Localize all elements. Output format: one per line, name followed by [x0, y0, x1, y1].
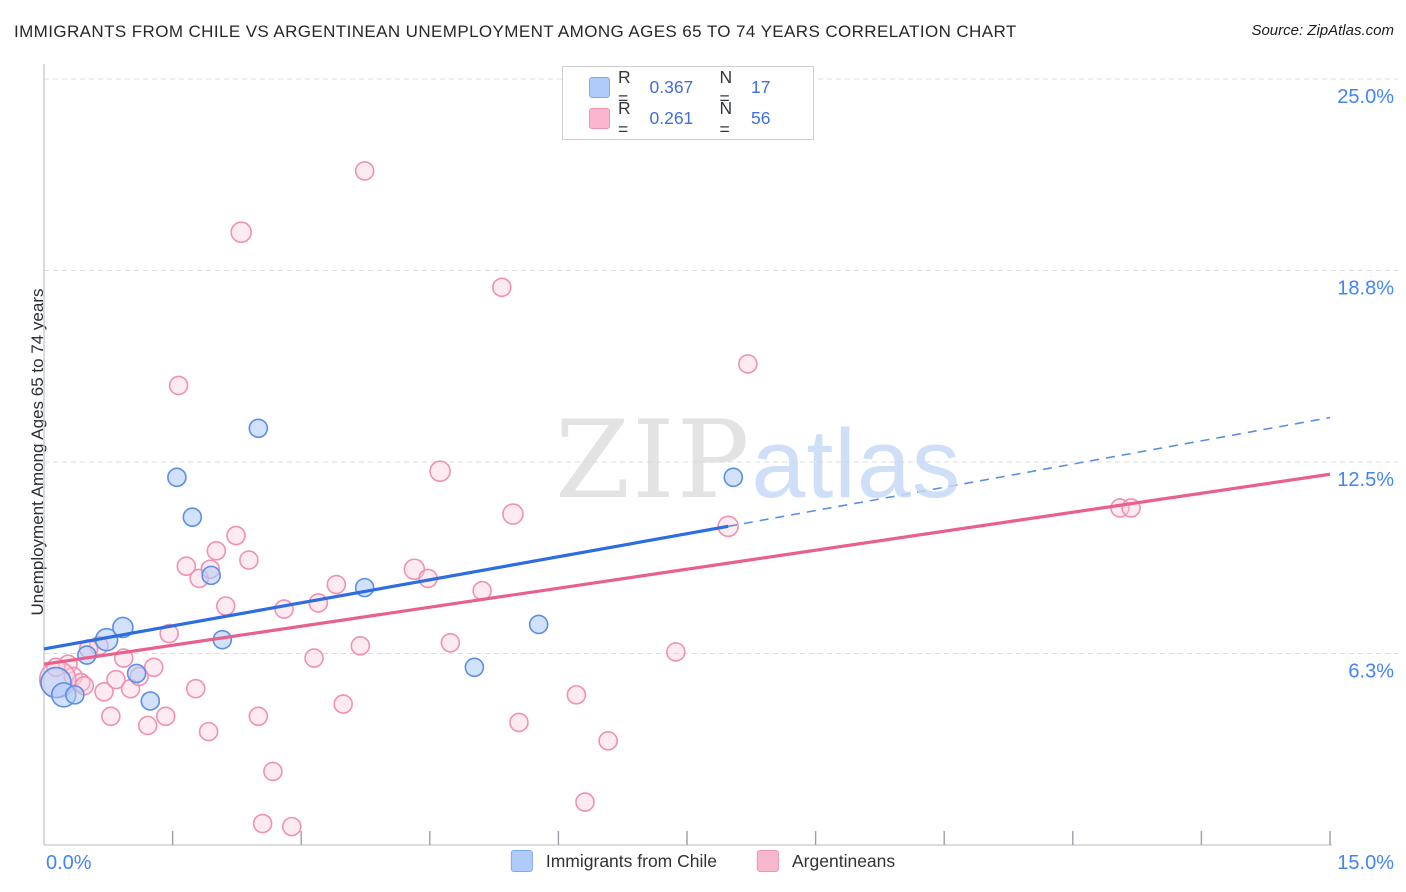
scatter-point-argentinean[interactable] [440, 632, 461, 653]
n-label: N = [719, 66, 733, 108]
scatter-point-argentinean[interactable] [274, 599, 294, 619]
r-label: R = [618, 66, 631, 108]
r-label: R = [618, 97, 631, 139]
legend-item-argentinean: Argentineans [757, 850, 895, 872]
n-label: N = [719, 97, 733, 139]
scatter-point-argentinean[interactable] [198, 721, 219, 742]
scatter-point-argentinean[interactable] [155, 706, 176, 727]
legend-item-chile: Immigrants from Chile [510, 850, 718, 872]
scatter-point-argentinean[interactable] [106, 669, 126, 690]
scatter-point-argentinean[interactable] [168, 375, 189, 396]
scatter-point-argentinean[interactable] [326, 574, 347, 595]
scatter-point-argentinean[interactable] [566, 685, 587, 705]
scatter-point-chile[interactable] [201, 565, 221, 586]
scatter-point-argentinean[interactable] [185, 678, 206, 699]
scatter-point-chile[interactable] [140, 691, 161, 711]
scatter-point-argentinean[interactable] [94, 681, 114, 702]
y-tick-label: 25.0% [1337, 86, 1394, 108]
scatter-point-argentinean[interactable] [263, 761, 283, 782]
argentinean-trend-line [43, 472, 1331, 666]
source-credit: Source: ZipAtlas.com [1251, 22, 1394, 39]
scatter-point-argentinean[interactable] [137, 715, 158, 736]
scatter-point-argentinean[interactable] [502, 503, 524, 525]
scatter-point-chile[interactable] [126, 663, 147, 684]
scatter-point-argentinean[interactable] [575, 792, 595, 812]
r-value-argentinean: 0.261 [649, 108, 694, 128]
correlation-legend-box: R = 0.367 N = 17 R = 0.261 N = 56 [562, 66, 814, 140]
scatter-point-chile[interactable] [464, 657, 485, 678]
scatter-point-argentinean[interactable] [101, 706, 121, 727]
scatter-point-argentinean[interactable] [304, 648, 324, 668]
scatter-point-chile[interactable] [167, 467, 187, 488]
scatter-point-chile[interactable] [65, 685, 85, 705]
scatter-point-argentinean[interactable] [350, 636, 371, 656]
scatter-point-argentinean[interactable] [598, 731, 618, 751]
scatter-point-argentinean[interactable] [206, 541, 227, 561]
scatter-point-argentinean[interactable] [308, 593, 329, 613]
scatter-point-argentinean[interactable] [159, 623, 179, 644]
scatter-point-argentinean[interactable] [252, 813, 273, 834]
y-tick-label: 12.5% [1337, 469, 1394, 491]
argentinean-legend-swatch [589, 108, 610, 129]
scatter-point-argentinean[interactable] [354, 161, 375, 181]
y-tick-label: 6.3% [1348, 661, 1394, 683]
chile-legend-swatch [589, 77, 610, 98]
y-tick-label: 18.8% [1337, 278, 1394, 300]
scatter-point-argentinean[interactable] [215, 596, 236, 616]
scatter-point-argentinean[interactable] [226, 525, 246, 546]
n-value-chile: 17 [751, 77, 771, 97]
chile-series-label: Immigrants from Chile [545, 850, 718, 871]
scatter-point-argentinean[interactable] [176, 556, 197, 576]
zipatlas-watermark: ZIPatlas [555, 398, 961, 523]
scatter-point-argentinean[interactable] [738, 354, 758, 374]
scatter-point-chile[interactable] [182, 507, 203, 527]
x-axis-min-label: 0.0% [46, 852, 92, 874]
scatter-point-chile[interactable] [248, 418, 269, 439]
scatter-point-chile[interactable] [528, 614, 549, 635]
scatter-point-argentinean[interactable] [509, 712, 529, 733]
scatter-point-argentinean[interactable] [333, 694, 354, 714]
argentinean-series-swatch [757, 850, 780, 872]
series-legend: Immigrants from Chile Argentineans [510, 850, 895, 872]
scatter-point-argentinean[interactable] [492, 277, 512, 298]
chile-trend-line-extension [728, 416, 1331, 528]
watermark-atlas: atlas [751, 409, 962, 518]
argentinean-series-label: Argentineans [792, 850, 896, 871]
scatter-point-argentinean[interactable] [230, 221, 252, 243]
scatter-point-argentinean[interactable] [248, 706, 269, 727]
scatter-point-chile[interactable] [723, 467, 744, 488]
n-value-argentinean: 56 [751, 108, 771, 128]
scatter-point-argentinean[interactable] [666, 642, 686, 662]
legend-row-argentinean: R = 0.261 N = 56 [589, 98, 803, 139]
legend-row-chile: R = 0.367 N = 17 [589, 67, 803, 108]
watermark-zip: ZIP [555, 398, 752, 523]
scatter-point-argentinean[interactable] [281, 816, 302, 837]
page-title: IMMIGRANTS FROM CHILE VS ARGENTINEAN UNE… [14, 22, 1017, 41]
scatter-point-argentinean[interactable] [429, 460, 451, 482]
scatter-point-argentinean[interactable] [143, 657, 164, 678]
chile-series-swatch [510, 850, 533, 872]
r-value-chile: 0.367 [649, 77, 694, 97]
scatter-point-argentinean[interactable] [239, 550, 259, 570]
chile-trend-line [43, 524, 729, 651]
x-axis-max-label: 15.0% [1337, 852, 1394, 874]
scatter-point-chile[interactable] [77, 645, 97, 665]
